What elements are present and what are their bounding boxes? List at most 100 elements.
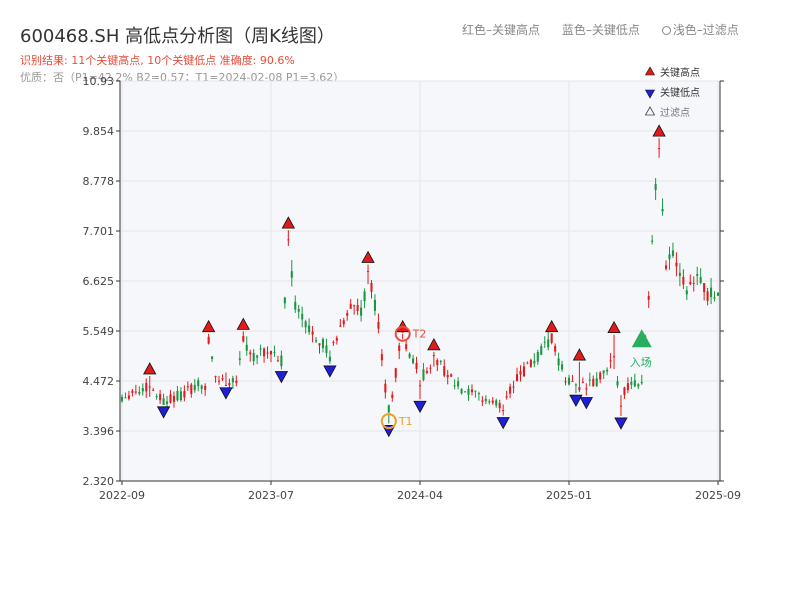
candle-body (308, 325, 311, 333)
candle-body (214, 376, 217, 378)
legend-filtered-label: 过滤点 (660, 106, 690, 119)
candle-body (526, 362, 529, 364)
candle-body (439, 360, 442, 362)
candle-body (328, 356, 331, 362)
candle-body (141, 388, 144, 392)
candle-body (204, 385, 207, 390)
candle-body (581, 381, 584, 383)
candle-body (595, 378, 598, 387)
candle-body (699, 277, 702, 283)
key-high-marker (652, 124, 666, 137)
candle-body (457, 381, 460, 387)
candle-body (217, 380, 221, 382)
candle-body (543, 341, 546, 343)
candle-body (668, 254, 671, 260)
candle-body (335, 337, 338, 341)
candle-body (346, 312, 349, 316)
candle-body (522, 366, 525, 377)
candle-body (630, 381, 633, 385)
candle-body (574, 384, 577, 386)
candle-body (418, 385, 422, 387)
candle-body (491, 400, 494, 403)
candle-body (460, 389, 463, 394)
y-tick-label: 8.778 (83, 175, 115, 188)
candle-body (256, 355, 259, 358)
candle-body (263, 348, 266, 357)
candle-body (356, 305, 359, 311)
candle-body (588, 379, 591, 381)
key-low-marker (496, 417, 510, 430)
candle-body (425, 370, 428, 373)
candle-body (453, 385, 456, 387)
candle-body (266, 352, 269, 354)
candle-body (664, 265, 668, 269)
candle-body (616, 381, 619, 386)
candle-body (512, 386, 515, 388)
candle-body (353, 305, 356, 307)
candle-body (332, 341, 335, 343)
candle-body (678, 272, 681, 276)
legend-high-icon (644, 66, 656, 76)
candle-body (311, 331, 314, 335)
candle-body (242, 335, 245, 342)
candle-body (294, 301, 297, 310)
candle-body (477, 393, 480, 395)
candle-body (550, 333, 553, 343)
candle-body (412, 358, 415, 364)
candle-body (193, 384, 196, 391)
candle-body (373, 299, 376, 311)
x-tick-label: 2024-04 (397, 489, 443, 502)
candle-body (339, 325, 342, 327)
candle-body (398, 345, 401, 351)
candle-body (415, 363, 418, 370)
candle-body (366, 271, 370, 273)
y-tick-label: 7.701 (83, 225, 115, 238)
candle-body (696, 274, 699, 276)
candle-body (190, 384, 193, 394)
annotation-t1-circle (380, 413, 397, 430)
candle-body (134, 391, 137, 393)
candle-body (120, 396, 124, 402)
key-high-marker (201, 319, 216, 333)
y-tick-label: 3.396 (83, 425, 115, 438)
candle-body (179, 391, 182, 401)
candle-body (436, 360, 439, 366)
annotation-t2-circle (394, 325, 411, 342)
candle-body (685, 290, 688, 295)
candle-body (689, 281, 692, 285)
candle-body (640, 381, 643, 384)
header-legend: 红色–关键高点 蓝色–关键低点 浅色–过滤点 (462, 21, 775, 38)
candle-body (547, 339, 550, 348)
candle-body (515, 374, 519, 382)
candle-body (186, 386, 189, 388)
candle-body (637, 384, 640, 387)
key-low-marker (579, 397, 593, 410)
candle-body (280, 355, 283, 367)
candle-body (592, 378, 595, 387)
candle-body (554, 346, 557, 352)
candle-body (498, 403, 501, 409)
y-tick-label: 2.320 (83, 475, 115, 488)
candle-body (224, 385, 227, 387)
candle-body (619, 405, 623, 407)
entry-label: 入场 (630, 355, 652, 369)
key-low-marker (274, 371, 289, 384)
candle-body (658, 148, 661, 150)
candle-body (509, 386, 512, 394)
y-tick-label: 5.549 (83, 325, 115, 338)
key-high-marker (143, 362, 157, 375)
candle-body (519, 370, 522, 375)
legend-low-icon (644, 89, 656, 99)
candle-body (602, 370, 605, 374)
candle-body (716, 292, 720, 296)
candle-body (176, 390, 179, 401)
candle-body (252, 352, 255, 362)
candle-body (401, 331, 404, 333)
candle-body (692, 282, 695, 284)
candle-body (578, 387, 581, 390)
candle-body (231, 378, 234, 383)
candle-body (446, 374, 449, 378)
candle-body (283, 297, 286, 304)
y-tick-label: 9.854 (83, 125, 115, 138)
